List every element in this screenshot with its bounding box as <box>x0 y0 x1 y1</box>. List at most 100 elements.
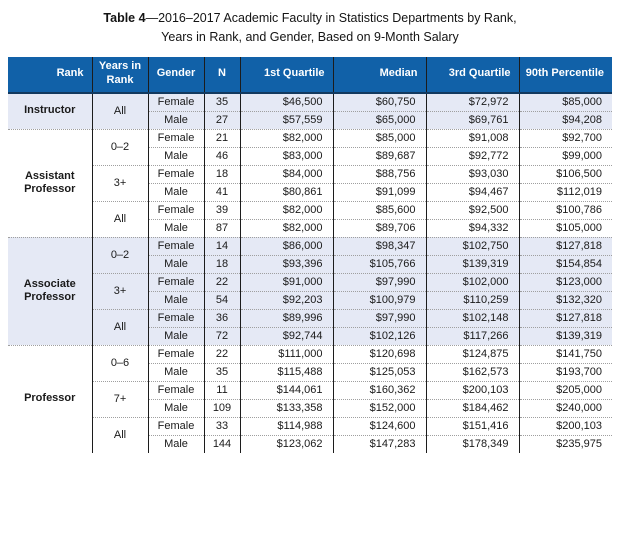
n-cell: 36 <box>203 308 240 327</box>
median-cell: $124,600 <box>332 416 426 435</box>
1st-quartile-cell: $46,500 <box>239 92 333 111</box>
90th-percentile-cell: $127,818 <box>518 236 612 255</box>
median-cell: $85,000 <box>332 128 426 147</box>
median-cell: $97,990 <box>332 308 426 327</box>
90th-percentile-cell: $106,500 <box>518 164 612 183</box>
gender-cell: Female <box>147 380 204 399</box>
col-header-90th-percentile: 90th Percentile <box>518 56 612 94</box>
gender-cell: Female <box>147 308 204 327</box>
gender-cell: Male <box>147 254 204 273</box>
col-header-3rd-quartile: 3rd Quartile <box>425 56 519 94</box>
gender-cell: Male <box>147 110 204 129</box>
years-in-rank-cell: All <box>91 92 148 129</box>
gender-cell: Male <box>147 182 204 201</box>
n-cell: 109 <box>203 398 240 417</box>
1st-quartile-cell: $82,000 <box>239 128 333 147</box>
1st-quartile-cell: $111,000 <box>239 344 333 363</box>
90th-percentile-cell: $240,000 <box>518 398 612 417</box>
gender-cell: Female <box>147 164 204 183</box>
n-cell: 39 <box>203 200 240 219</box>
table-row: Male 27 $57,559 $65,000 $69,761 $94,208 <box>8 110 612 129</box>
gender-cell: Female <box>147 128 204 147</box>
table-row: All Female 36 $89,996 $97,990 $102,148 $127,81… <box>8 308 612 345</box>
table-row: All Female 39 $82,000 $85,600 $92,500 $100,786 <box>8 200 612 237</box>
90th-percentile-cell: $132,320 <box>518 290 612 309</box>
n-cell: 11 <box>203 380 240 399</box>
salary-table: Rank Years in Rank Gender N 1st Quartile Medi… <box>8 56 612 453</box>
90th-percentile-cell: $127,818 <box>518 308 612 327</box>
3rd-quartile-cell: $94,332 <box>425 218 519 237</box>
3rd-quartile-cell: $72,972 <box>425 92 519 111</box>
3rd-quartile-cell: $117,266 <box>425 326 519 345</box>
3rd-quartile-cell: $93,030 <box>425 164 519 183</box>
rank-cell: Associate Professor <box>8 236 92 345</box>
median-cell: $102,126 <box>332 326 426 345</box>
3rd-quartile-cell: $92,772 <box>425 146 519 165</box>
n-cell: 54 <box>203 290 240 309</box>
rank-cell: Professor <box>8 344 92 453</box>
median-cell: $152,000 <box>332 398 426 417</box>
median-cell: $65,000 <box>332 110 426 129</box>
3rd-quartile-cell: $178,349 <box>425 434 519 453</box>
gender-cell: Male <box>147 398 204 417</box>
90th-percentile-cell: $141,750 <box>518 344 612 363</box>
median-cell: $98,347 <box>332 236 426 255</box>
n-cell: 72 <box>203 326 240 345</box>
1st-quartile-cell: $57,559 <box>239 110 333 129</box>
gender-cell: Female <box>147 200 204 219</box>
3rd-quartile-cell: $151,416 <box>425 416 519 435</box>
col-header-years-in-rank: Years in Rank <box>91 56 148 94</box>
table-row: Assistant Professor 0–2 Female 21 $82,000 $85… <box>8 128 612 237</box>
90th-percentile-cell: $100,786 <box>518 200 612 219</box>
table-row: Professor 0–6 Female 22 $111,000 $120,698 $124… <box>8 344 612 453</box>
gender-cell: Male <box>147 218 204 237</box>
1st-quartile-cell: $91,000 <box>239 272 333 291</box>
1st-quartile-cell: $123,062 <box>239 434 333 453</box>
3rd-quartile-cell: $110,259 <box>425 290 519 309</box>
1st-quartile-cell: $92,744 <box>239 326 333 345</box>
years-in-rank-cell: 3+ <box>91 164 148 201</box>
1st-quartile-cell: $144,061 <box>239 380 333 399</box>
90th-percentile-cell: $235,975 <box>518 434 612 453</box>
90th-percentile-cell: $105,000 <box>518 218 612 237</box>
n-cell: 14 <box>203 236 240 255</box>
table-row: 7+ Female 11 $144,061 $160,362 $200,103 $205,0… <box>8 380 612 417</box>
n-cell: 22 <box>203 344 240 363</box>
median-cell: $85,600 <box>332 200 426 219</box>
n-cell: 27 <box>203 110 240 129</box>
rank-cell: Assistant Professor <box>8 128 92 237</box>
gender-cell: Male <box>147 326 204 345</box>
90th-percentile-cell: $94,208 <box>518 110 612 129</box>
col-header-rank: Rank <box>8 56 92 94</box>
3rd-quartile-cell: $200,103 <box>425 380 519 399</box>
median-cell: $60,750 <box>332 92 426 111</box>
table-title-line1: Table 4—2016–2017 Academic Faculty in St… <box>0 9 620 28</box>
n-cell: 144 <box>203 434 240 453</box>
years-in-rank-cell: 0–2 <box>91 236 148 273</box>
years-in-rank-cell: All <box>91 308 148 345</box>
col-header-1st-quartile: 1st Quartile <box>239 56 333 94</box>
table-row: Male 18 $93,396 $105,766 $139,319 $154,854 <box>8 254 612 273</box>
table-row: All Female 33 $114,988 $124,600 $151,416 $200,… <box>8 416 612 453</box>
col-header-n: N <box>203 56 240 94</box>
1st-quartile-cell: $86,000 <box>239 236 333 255</box>
90th-percentile-cell: $200,103 <box>518 416 612 435</box>
3rd-quartile-cell: $124,875 <box>425 344 519 363</box>
median-cell: $89,687 <box>332 146 426 165</box>
3rd-quartile-cell: $102,750 <box>425 236 519 255</box>
median-cell: $100,979 <box>332 290 426 309</box>
3rd-quartile-cell: $184,462 <box>425 398 519 417</box>
years-in-rank-cell: 7+ <box>91 380 148 417</box>
gender-cell: Male <box>147 434 204 453</box>
90th-percentile-cell: $154,854 <box>518 254 612 273</box>
table-row: Associate Professor 0–2 Female 14 $86,000 $98… <box>8 236 612 345</box>
median-cell: $105,766 <box>332 254 426 273</box>
median-cell: $89,706 <box>332 218 426 237</box>
gender-cell: Female <box>147 236 204 255</box>
3rd-quartile-cell: $94,467 <box>425 182 519 201</box>
median-cell: $91,099 <box>332 182 426 201</box>
table-row: Male 46 $83,000 $89,687 $92,772 $99,000 <box>8 146 612 165</box>
gender-cell: Male <box>147 146 204 165</box>
n-cell: 22 <box>203 272 240 291</box>
table-row: Male 35 $115,488 $125,053 $162,573 $193,700 <box>8 362 612 381</box>
